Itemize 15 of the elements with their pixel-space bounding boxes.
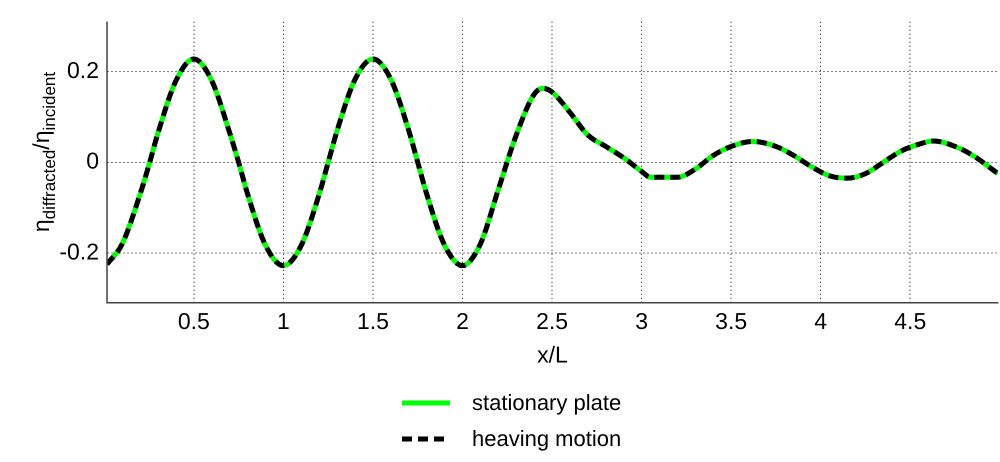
legend-label: stationary plate: [472, 390, 622, 416]
y-tick-label: 0: [86, 148, 99, 174]
x-tick-label: 3.5: [715, 308, 748, 334]
x-tick-label: 1.5: [356, 308, 389, 334]
x-tick-label: 4: [814, 308, 828, 334]
x-tick-label: 1: [277, 308, 290, 334]
y-tick-label: -0.2: [59, 238, 99, 264]
y-tick-label: 0.2: [67, 57, 99, 83]
x-tick-label: 0.5: [178, 308, 210, 334]
x-tick-label: 4.5: [894, 308, 926, 334]
x-tick-label: 2: [456, 308, 469, 334]
legend-label: heaving motion: [472, 426, 622, 452]
x-axis-title: x/L: [537, 342, 568, 368]
x-tick-label: 3: [635, 308, 648, 334]
x-tick-label: 2.5: [536, 308, 568, 334]
